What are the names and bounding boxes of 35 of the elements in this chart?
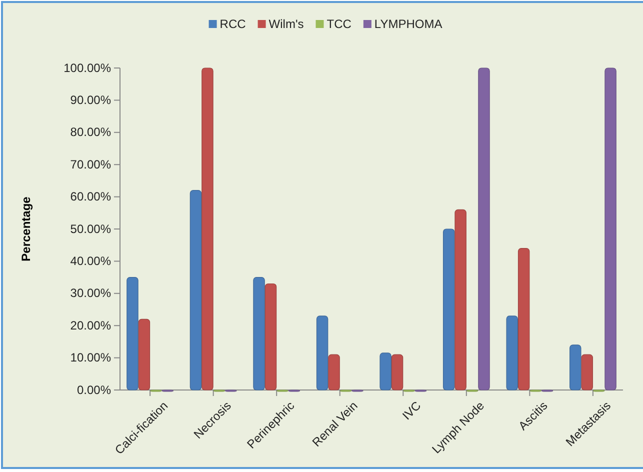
legend-label: Wilm's [268,17,304,31]
bar [518,248,530,390]
bar [253,277,265,390]
bar [202,68,214,390]
legend-label: TCC [326,17,352,31]
y-tick-label: 90.00% [70,93,112,108]
y-tick-label: 0.00% [76,382,112,397]
bar [581,354,593,390]
y-tick-label: 10.00% [70,350,112,365]
bar [264,283,277,390]
bar [328,354,340,390]
y-axis-title: Percentage [19,196,33,262]
legend-label: LYMPHOMA [374,17,442,31]
bar [316,316,328,390]
y-tick-label: 70.00% [70,157,112,172]
bar [604,68,616,390]
bar [442,228,455,390]
y-tick-label: 60.00% [70,190,112,204]
bar [126,277,138,390]
legend-label: RCC [220,17,246,31]
y-tick-label: 100.00% [64,60,112,75]
x-tick-label: IVC [400,398,424,423]
bar [190,190,202,390]
y-tick-label: 80.00% [70,125,112,140]
bar [138,318,150,390]
bar [478,68,490,390]
bar [391,354,404,390]
bar [506,316,518,390]
bar [570,344,582,390]
bar [380,352,392,390]
bar [454,209,466,390]
y-tick-label: 40.00% [70,254,112,268]
y-tick-label: 30.00% [70,286,112,300]
y-tick-label: 20.00% [70,318,112,332]
y-tick-label: 50.00% [70,222,112,236]
